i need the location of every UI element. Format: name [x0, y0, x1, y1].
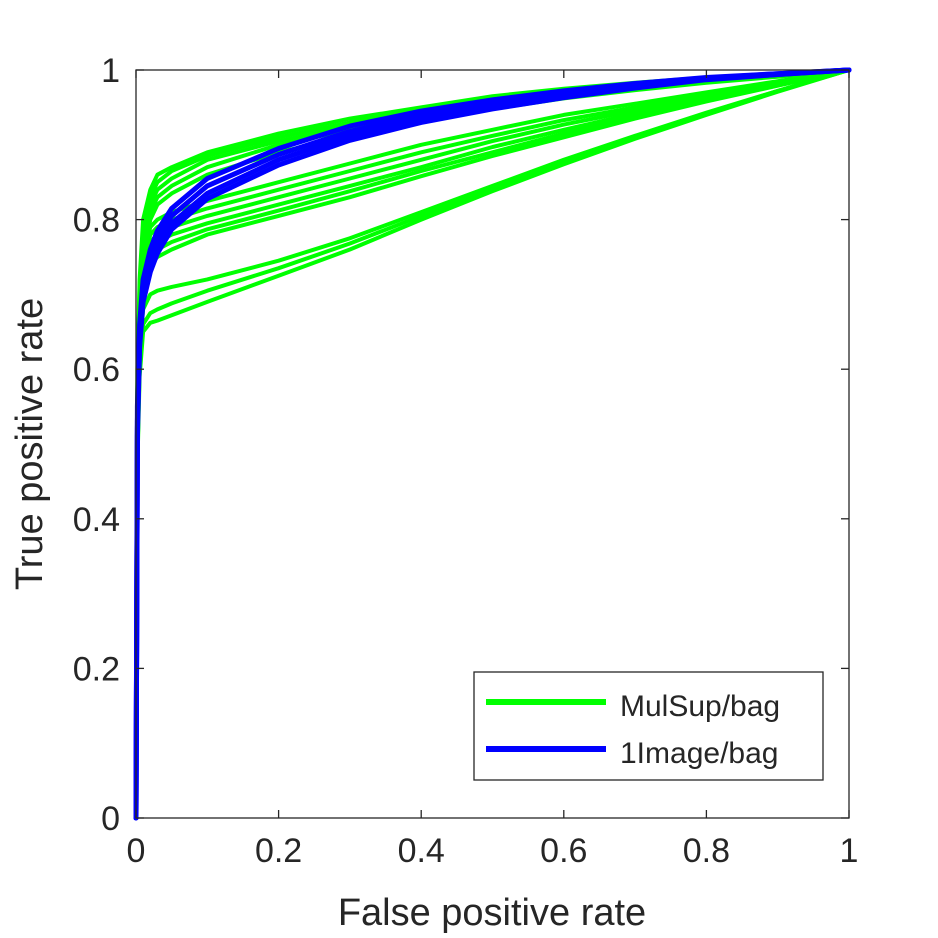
y-tick-label: 0.8 — [73, 202, 120, 240]
y-tick-label: 0.2 — [73, 650, 120, 688]
x-axis-label: False positive rate — [338, 892, 646, 934]
x-tick-label: 1 — [840, 832, 859, 870]
y-tick-label: 0.4 — [73, 501, 120, 539]
x-tick-label: 0.6 — [540, 832, 587, 870]
axes-box — [135, 69, 850, 819]
y-axis-label: True positive rate — [9, 298, 51, 590]
series-layer — [133, 67, 852, 821]
x-tick-label: 0.2 — [255, 832, 302, 870]
legend-box — [473, 671, 824, 781]
y-tick-label: 0 — [101, 800, 120, 838]
x-tick-label: 0 — [127, 832, 146, 870]
series-line-1image-bag-4 — [133, 67, 852, 821]
legend-label-1image: 1Image/bag — [620, 737, 778, 770]
x-tick-label: 0.4 — [398, 832, 445, 870]
y-tick-label: 0.6 — [73, 351, 120, 389]
legend: MulSup/bag 1Image/bag — [473, 671, 824, 781]
tick-layer: 0 0.2 0.4 0.6 0.8 1 0 0.2 0.4 0.6 0.8 1 — [73, 52, 859, 870]
y-tick-label: 1 — [101, 52, 120, 90]
legend-label-mulsup: MulSup/bag — [620, 690, 780, 723]
x-tick-label: 0.8 — [683, 832, 730, 870]
